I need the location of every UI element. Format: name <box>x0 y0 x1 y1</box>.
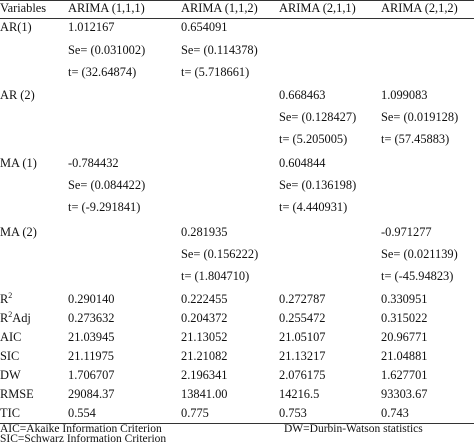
ar2-t-211: t= (5.205005) <box>279 132 348 146</box>
ma1-coef-211: 0.604844 <box>279 156 326 170</box>
r2-adj-value-111: 0.273632 <box>68 311 115 325</box>
header-arima-212: ARIMA (2,1,2) <box>381 1 458 15</box>
aic-value-211: 21.05107 <box>279 330 326 344</box>
ar2-coef-212: 1.099083 <box>381 88 428 102</box>
rmse-value-112: 13841.00 <box>181 387 228 401</box>
ma2-coef-112: 0.281935 <box>181 225 228 239</box>
tic-value-112: 0.775 <box>181 406 209 420</box>
footnote-sic: SIC=Schwarz Information Criterion <box>0 433 167 445</box>
r2-value-212: 0.330951 <box>381 292 428 306</box>
ar1-t-112: t= (5.718661) <box>181 65 250 79</box>
table-top-rule <box>0 0 474 1</box>
row-label-dw: DW <box>0 368 21 382</box>
dw-value-111: 1.706707 <box>68 368 115 382</box>
aic-value-112: 21.13052 <box>181 330 228 344</box>
dw-value-112: 2.196341 <box>181 368 228 382</box>
ma1-t-211: t= (4.440931) <box>279 200 348 214</box>
ar2-se-211: Se= (0.128427) <box>279 110 357 124</box>
sic-value-212: 21.04881 <box>381 349 428 363</box>
row-label-sic: SIC <box>0 349 20 363</box>
ar1-t-111: t= (32.64874) <box>68 65 137 79</box>
r2-adj-value-112: 0.204372 <box>181 311 228 325</box>
dw-value-211: 2.076175 <box>279 368 326 382</box>
header-arima-112: ARIMA (1,1,2) <box>181 1 258 15</box>
tic-value-212: 0.743 <box>381 406 409 420</box>
ar2-coef-211: 0.668463 <box>279 88 326 102</box>
row-label-ma1: MA (1) <box>0 156 37 170</box>
row-label-r2: R2 <box>0 291 13 306</box>
r2-adj-value-212: 0.315022 <box>381 311 428 325</box>
tic-value-211: 0.753 <box>279 406 307 420</box>
row-label-r2-adj: R2Adj <box>0 310 31 325</box>
row-label-ar2: AR (2) <box>0 88 35 102</box>
sic-value-112: 21.21082 <box>181 349 228 363</box>
row-label-rmse: RMSE <box>0 387 34 401</box>
table-header-rule <box>0 18 474 19</box>
ma2-coef-212: -0.971277 <box>381 225 432 239</box>
ma1-se-211: Se= (0.136198) <box>279 178 357 192</box>
ma2-t-112: t= (1.804710) <box>181 269 250 283</box>
footnote-dw: DW=Durbin-Watson statistics <box>284 423 423 435</box>
rmse-value-212: 93303.67 <box>381 387 428 401</box>
ar2-t-212: t= (57.45883) <box>381 132 450 146</box>
footnote-aic: AIC=Akaike Information Criterion <box>0 423 162 435</box>
ma1-se-111: Se= (0.084422) <box>68 178 146 192</box>
row-label-aic: AIC <box>0 330 22 344</box>
r2-adj-value-211: 0.255472 <box>279 311 326 325</box>
header-arima-111: ARIMA (1,1,1) <box>68 1 145 15</box>
tic-value-111: 0.554 <box>68 406 96 420</box>
ma1-t-111: t= (-9.291841) <box>68 200 141 214</box>
table-bottom-rule <box>0 423 474 424</box>
r2-value-111: 0.290140 <box>68 292 115 306</box>
ma2-t-212: t= (-45.94823) <box>381 269 454 283</box>
rmse-value-111: 29084.37 <box>68 387 115 401</box>
sic-value-111: 21.11975 <box>68 349 115 363</box>
sic-value-211: 21.13217 <box>279 349 326 363</box>
r2-value-211: 0.272787 <box>279 292 326 306</box>
r2-value-112: 0.222455 <box>181 292 228 306</box>
header-variables: Variables <box>0 1 47 15</box>
ar1-coef-112: 0.654091 <box>181 20 228 34</box>
row-label-ma2: MA (2) <box>0 225 37 239</box>
ma1-coef-111: -0.784432 <box>68 156 119 170</box>
dw-value-212: 1.627701 <box>381 368 428 382</box>
ar2-se-212: Se= (0.019128) <box>381 110 459 124</box>
aic-value-111: 21.03945 <box>68 330 115 344</box>
header-arima-211: ARIMA (2,1,1) <box>279 1 356 15</box>
rmse-value-211: 14216.5 <box>279 387 320 401</box>
ma2-se-112: Se= (0.156222) <box>181 247 259 261</box>
aic-value-212: 20.96771 <box>381 330 428 344</box>
row-label-ar1: AR(1) <box>0 20 32 34</box>
ar1-se-112: Se= (0.114378) <box>181 43 258 57</box>
ma2-se-212: Se= (0.021139) <box>381 247 458 261</box>
ar1-se-111: Se= (0.031002) <box>68 43 146 57</box>
ar1-coef-111: 1.012167 <box>68 20 115 34</box>
row-label-tic: TIC <box>0 406 20 420</box>
